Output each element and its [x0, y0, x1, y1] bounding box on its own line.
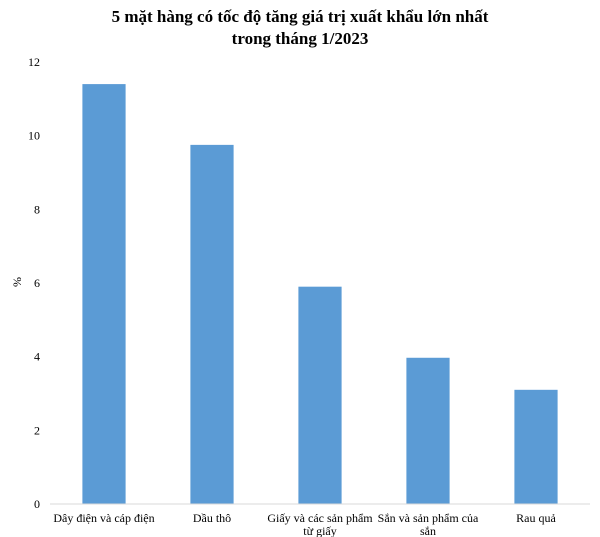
y-tick-label: 2	[34, 423, 40, 437]
x-tick-label: Giấy và các sản phẩm từ giấy	[267, 511, 373, 537]
bar	[190, 144, 234, 504]
y-axis-label: %	[10, 277, 24, 287]
bars	[82, 84, 558, 504]
y-tick-label: 0	[34, 497, 40, 511]
y-tick-label: 12	[28, 55, 40, 69]
bar	[514, 389, 558, 504]
chart-title-line-1: 5 mặt hàng có tốc độ tăng giá trị xuất k…	[112, 7, 489, 26]
chart-title-line-2: trong tháng 1/2023	[232, 29, 369, 48]
y-tick-label: 6	[34, 276, 40, 290]
y-tick-label: 4	[34, 350, 40, 364]
x-tick-label: Dầu thô	[193, 511, 231, 525]
bar	[82, 84, 126, 504]
y-tick-label: 8	[34, 202, 40, 216]
y-axis-ticks: 0 2 4 6 8 10 12	[28, 55, 40, 511]
y-tick-label: 10	[28, 129, 40, 143]
x-tick-label: Dây điện và cáp điện	[53, 511, 154, 525]
x-tick-label: Rau quả	[516, 511, 556, 525]
bar	[406, 357, 450, 504]
x-axis-labels: Dây điện và cáp điện Dầu thô Giấy và các s…	[53, 511, 556, 537]
bar	[298, 286, 342, 504]
x-tick-label: Sắn và sản phẩm của sắn	[378, 511, 479, 537]
